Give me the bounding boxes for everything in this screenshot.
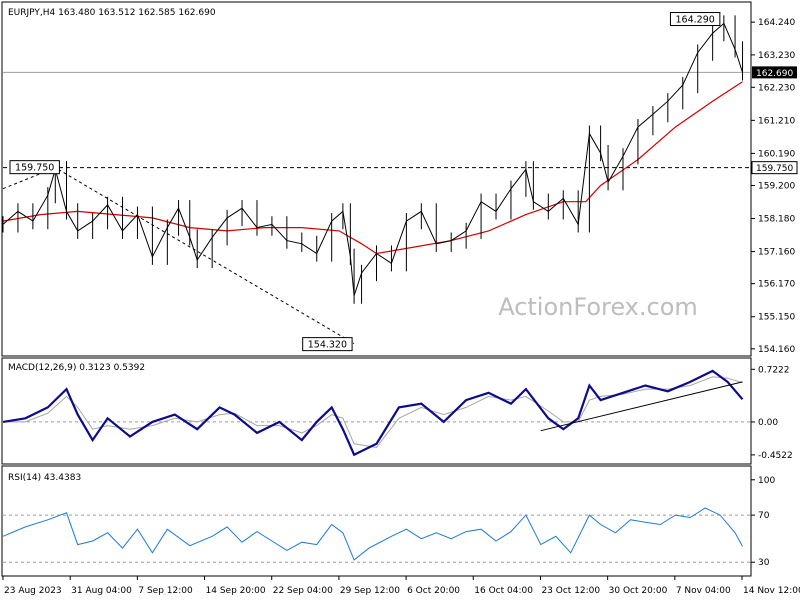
- price-tick-label: 164.240: [758, 18, 795, 28]
- macd-layer: [2, 369, 750, 457]
- macd-trendline: [540, 381, 743, 432]
- x-tick-label: 23 Aug 2023: [4, 586, 62, 596]
- symbol-header: EURJPY,H4 163.480 163.512 162.585 162.69…: [8, 8, 216, 18]
- price-line: [2, 22, 743, 296]
- rsi-line: [2, 507, 743, 561]
- price-tick-label: 161.210: [758, 116, 795, 126]
- x-tick-label: 7 Nov 04:00: [676, 586, 731, 596]
- price-layer: 159.750 154.320 164.290: [2, 12, 750, 352]
- watermark: ActionForex.com: [498, 293, 698, 321]
- price-callout-label: 159.750: [15, 163, 54, 174]
- x-tick-label: 14 Nov 12:00: [743, 586, 800, 596]
- price-callout-box: [302, 337, 353, 352]
- macd-line: [2, 369, 744, 457]
- x-tick-label: 23 Oct 12:00: [541, 586, 600, 596]
- x-tick-label: 14 Sep 20:00: [206, 586, 266, 596]
- x-tick-label: 30 Oct 20:00: [609, 586, 668, 596]
- level-price-tag-label: 159.750: [756, 164, 793, 174]
- price-callout-label: 164.290: [676, 15, 715, 26]
- price-tick-label: 158.180: [758, 215, 795, 225]
- macd-label: MACD(12,26,9) 0.3123 0.5392: [8, 363, 145, 373]
- x-tick-label: 7 Sep 12:00: [138, 586, 193, 596]
- price-tick-label: 155.150: [758, 313, 795, 323]
- macd-tick-label: 0.7222: [758, 365, 790, 375]
- rsi-tick-label: 70: [758, 511, 770, 521]
- price-callout-box: [9, 160, 60, 175]
- rsi-layer: [2, 507, 750, 563]
- level-price-tag: [751, 161, 798, 175]
- macd-panel-frame: [1, 357, 752, 465]
- macd-tick-label: -0.4522: [758, 451, 793, 461]
- price-tick-label: 162.230: [758, 83, 795, 93]
- current-price-tag: [752, 66, 797, 79]
- rsi-tick-label: 100: [758, 476, 775, 486]
- price-callout-label: 154.320: [308, 340, 347, 351]
- x-tick-label: 29 Sep 12:00: [340, 586, 400, 596]
- price-callout-box: [669, 12, 721, 27]
- price-tick-label: 163.230: [758, 51, 795, 61]
- x-tick-label: 6 Oct 20:00: [407, 586, 460, 596]
- price-tick-label: 154.160: [758, 345, 795, 355]
- x-tick-label: 31 Aug 04:00: [71, 586, 132, 596]
- current-price-tag-label: 162.690: [756, 69, 793, 79]
- price-tick-label: 160.190: [758, 149, 795, 159]
- price-tick-label: 159.200: [758, 181, 795, 191]
- x-tick-label: 16 Oct 04:00: [474, 586, 533, 596]
- macd-tick-label: 0.00: [758, 418, 778, 428]
- axis-layer: 164.240 163.230 162.230 161.210 160.190 159.2…: [2, 18, 800, 596]
- x-tick-label: 22 Sep 04:00: [273, 586, 333, 596]
- rsi-panel-frame: [1, 465, 752, 577]
- rsi-label: RSI(14) 43.4383: [8, 473, 81, 483]
- price-tick-label: 156.170: [758, 280, 795, 290]
- rsi-tick-label: 30: [758, 558, 770, 568]
- price-panel-frame: [1, 1, 752, 357]
- price-tick-label: 157.160: [758, 248, 795, 258]
